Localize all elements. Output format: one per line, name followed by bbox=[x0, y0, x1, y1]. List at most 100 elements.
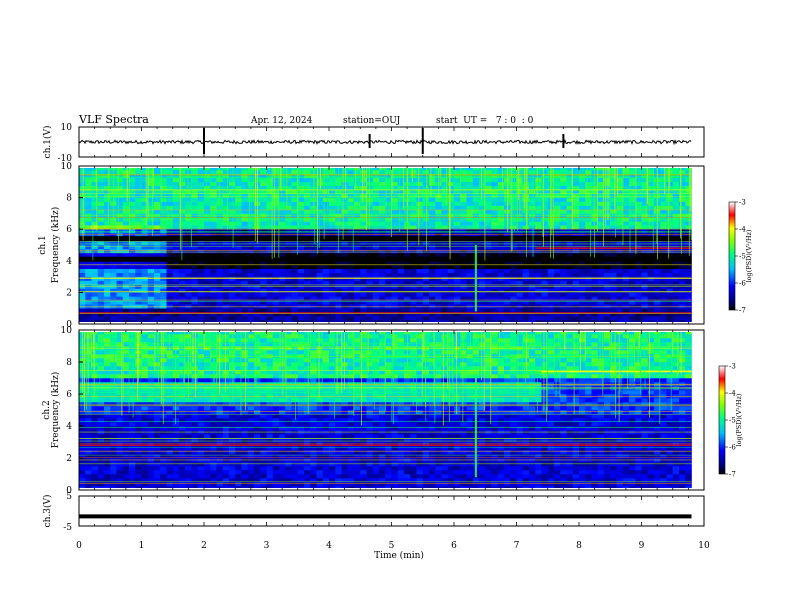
spectrogram-cell bbox=[372, 300, 380, 305]
spectrogram-cell bbox=[572, 252, 580, 258]
spectrogram-cell bbox=[379, 209, 386, 214]
spectrogram-cell bbox=[479, 185, 486, 190]
spectrogram-cell bbox=[560, 177, 567, 183]
spectrogram-cell bbox=[510, 177, 517, 183]
spectrogram-cell bbox=[679, 248, 686, 254]
spectrogram-cell bbox=[416, 252, 424, 258]
spectrogram-cell bbox=[491, 300, 499, 305]
spectrogram-cell bbox=[554, 217, 561, 222]
spectrogram-cell bbox=[341, 462, 349, 467]
spectrogram-cell bbox=[222, 252, 230, 258]
spectrogram-cell bbox=[410, 217, 417, 222]
spectrogram-cell bbox=[379, 320, 386, 322]
spectrogram-cell bbox=[104, 173, 111, 179]
spectrogram-cell bbox=[529, 260, 536, 266]
spectrogram-cell bbox=[529, 241, 536, 246]
spectrogram-cell bbox=[397, 245, 405, 250]
spectrogram-cell bbox=[154, 197, 161, 202]
spectrogram-cell bbox=[622, 245, 630, 250]
spectrogram-cell bbox=[566, 205, 574, 210]
spectrogram-cell bbox=[341, 292, 349, 297]
spectrogram-cell bbox=[229, 217, 236, 222]
spectrogram-cell bbox=[191, 245, 199, 250]
spectrogram-cell bbox=[541, 462, 549, 467]
spectrogram-cell bbox=[672, 181, 680, 187]
spectrogram-cell bbox=[466, 201, 474, 206]
spectrogram-cell bbox=[291, 462, 299, 467]
spectrogram-cell bbox=[604, 264, 611, 269]
spectrogram-cell bbox=[522, 181, 530, 187]
spectrogram-cell bbox=[391, 252, 399, 258]
spectrogram-cell bbox=[397, 312, 405, 317]
spectrogram-cell bbox=[379, 454, 386, 459]
spectrogram-cell bbox=[79, 264, 86, 269]
spectrogram-cell bbox=[454, 308, 461, 313]
spectrogram-cell bbox=[372, 478, 380, 483]
spectrogram-cell bbox=[266, 177, 274, 183]
spectrogram-cell bbox=[504, 248, 511, 254]
spectrogram-cell bbox=[547, 205, 555, 210]
spectrogram-cell bbox=[172, 213, 180, 218]
freq-tick-label: 6 bbox=[66, 225, 72, 235]
spectrogram-cell bbox=[572, 233, 580, 238]
spectrogram-cell bbox=[485, 233, 492, 238]
spectrogram-cell bbox=[422, 213, 430, 218]
spectrogram-cell bbox=[316, 482, 324, 487]
freq-tick-label: 0 bbox=[66, 320, 72, 330]
spectrogram-cell bbox=[591, 466, 599, 471]
spectrogram-cell bbox=[322, 185, 330, 190]
spectrogram-cell bbox=[254, 466, 261, 471]
spectrogram-cell bbox=[585, 296, 592, 301]
spectrogram-cell bbox=[497, 173, 505, 179]
spectrogram-cell bbox=[566, 268, 574, 273]
spectrogram-cell bbox=[97, 316, 105, 321]
spectrogram-cell bbox=[210, 201, 217, 206]
spectrogram-cell bbox=[641, 169, 649, 175]
spectrogram-cell bbox=[129, 462, 136, 467]
spectrogram-cell bbox=[497, 470, 505, 475]
spectrogram-cell bbox=[116, 209, 124, 214]
spectrogram-cell bbox=[685, 486, 692, 488]
spectrogram-cell bbox=[204, 272, 211, 277]
spectrogram-cell bbox=[672, 292, 680, 297]
spectrogram-cell bbox=[504, 221, 511, 226]
spectrogram-cell bbox=[129, 173, 136, 179]
spectrogram-cell bbox=[166, 320, 174, 322]
spectrogram-cell bbox=[97, 454, 105, 459]
spectrogram-cell bbox=[135, 252, 142, 258]
spectrogram-cell bbox=[585, 233, 592, 238]
spectrogram-cell bbox=[322, 320, 330, 322]
spectrogram-cell bbox=[516, 474, 524, 479]
spectrogram-cell bbox=[616, 252, 624, 258]
spectrogram-cell bbox=[566, 209, 574, 214]
spectrogram-cell bbox=[97, 300, 105, 305]
spectrogram-cell bbox=[672, 486, 680, 488]
spectrogram-cell bbox=[97, 197, 105, 202]
spectrogram-cell bbox=[422, 233, 430, 238]
spectrogram-cell bbox=[666, 316, 674, 321]
spectrogram-cell bbox=[597, 185, 605, 190]
spectrogram-cell bbox=[172, 288, 180, 293]
spectrogram-cell bbox=[304, 312, 311, 317]
spectrogram-cell bbox=[172, 304, 180, 309]
spectrogram-cell bbox=[547, 197, 555, 202]
spectrogram-cell bbox=[85, 197, 92, 202]
spectrogram-cell bbox=[166, 288, 174, 293]
spectrogram-cell bbox=[91, 193, 99, 198]
spectrogram-cell bbox=[447, 320, 455, 322]
spectrogram-cell bbox=[385, 193, 392, 198]
spectrogram-cell bbox=[147, 288, 155, 293]
spectrogram-cell bbox=[160, 185, 167, 190]
spectrogram-cell bbox=[516, 217, 524, 222]
spectrogram-cell bbox=[135, 486, 142, 488]
spectrogram-cell bbox=[485, 205, 492, 210]
spectrogram-cell bbox=[335, 478, 342, 483]
spectrogram-cell bbox=[85, 193, 92, 198]
spectrogram-cell bbox=[329, 268, 336, 273]
spectrogram-cell bbox=[216, 205, 224, 210]
spectrogram-cell bbox=[235, 213, 242, 218]
spectrogram-cell bbox=[497, 474, 505, 479]
spectrogram-cell bbox=[522, 233, 530, 238]
spectrogram-cell bbox=[210, 280, 217, 285]
spectrogram-cell bbox=[541, 308, 549, 313]
